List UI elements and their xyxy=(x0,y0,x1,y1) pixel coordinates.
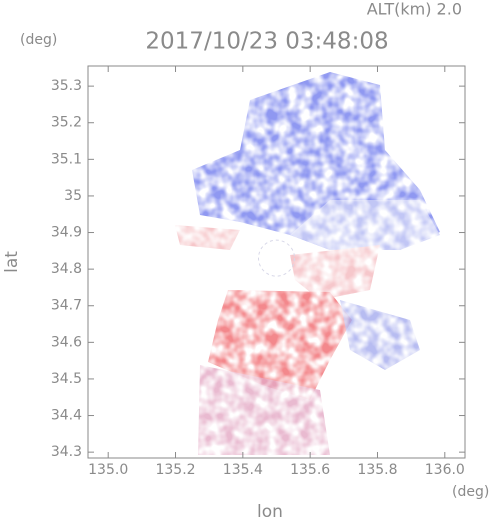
x-axis-label: lon xyxy=(257,502,283,521)
x-tick-label: 135.0 xyxy=(88,462,128,478)
x-unit: (deg) xyxy=(452,484,489,500)
x-tick-label: 135.6 xyxy=(290,462,330,478)
y-tick-label: 34.7 xyxy=(51,298,82,314)
y-tick-label: 34.6 xyxy=(51,334,82,350)
y-tick-label: 35.3 xyxy=(51,78,82,94)
y-tick-label: 34.3 xyxy=(51,444,82,460)
chart-title: 2017/10/23 03:48:08 xyxy=(145,29,388,55)
y-tick-label: 34.4 xyxy=(51,408,82,424)
y-axis-label: lat xyxy=(2,251,22,273)
subtitle: ALT(km) 2.0 xyxy=(367,0,462,19)
x-tick-label: 135.4 xyxy=(223,462,263,478)
plot-frame xyxy=(87,65,466,459)
y-tick-label: 35 xyxy=(64,188,82,204)
y-unit: (deg) xyxy=(20,32,57,48)
y-tick-label: 35.2 xyxy=(51,115,82,131)
radar-echo xyxy=(175,72,440,455)
y-tick-label: 34.5 xyxy=(51,371,82,387)
y-tick-label: 34.9 xyxy=(51,225,82,241)
range-ring xyxy=(258,239,295,277)
x-tick-label: 135.2 xyxy=(155,462,195,478)
x-tick-label: 136.0 xyxy=(425,462,465,478)
y-tick-label: 35.1 xyxy=(51,151,82,167)
x-tick-label: 135.8 xyxy=(357,462,397,478)
y-tick-label: 34.8 xyxy=(51,261,82,277)
